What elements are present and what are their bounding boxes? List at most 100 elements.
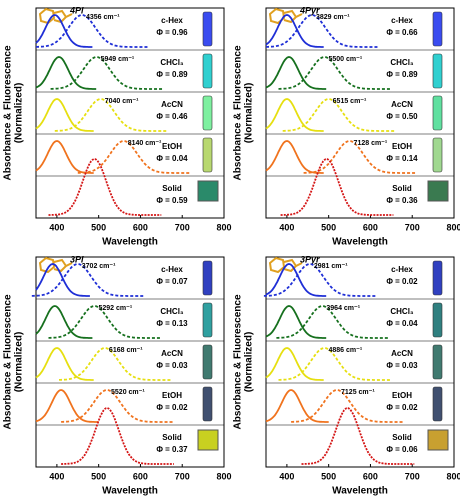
x-tick-label: 800: [216, 471, 231, 481]
quantum-yield: Φ = 0.02: [386, 277, 418, 286]
x-tick-label: 600: [133, 471, 148, 481]
stokes-shift: 4886 cm⁻¹: [328, 347, 362, 354]
plot-frame: [36, 257, 224, 467]
vial: [203, 345, 212, 379]
vial: [433, 261, 442, 295]
solid-photo: [428, 430, 448, 450]
stokes-shift: 3829 cm⁻¹: [316, 14, 350, 21]
quantum-yield: Φ = 0.66: [386, 28, 418, 37]
solvent-name: c-Hex: [391, 16, 413, 25]
quantum-yield: Φ = 0.59: [156, 196, 188, 205]
absorption-curve: [36, 57, 96, 89]
y-axis-label: (Normalized): [14, 332, 25, 393]
x-tick-label: 700: [175, 471, 190, 481]
quantum-yield: Φ = 0.03: [156, 361, 188, 370]
stokes-shift: 3702 cm⁻¹: [82, 263, 116, 270]
y-axis-label: (Normalized): [244, 83, 255, 144]
quantum-yield: Φ = 0.04: [386, 319, 418, 328]
stokes-shift: 7128 cm⁻¹: [354, 140, 388, 147]
vial: [203, 261, 212, 295]
quantum-yield: Φ = 0.46: [156, 112, 188, 121]
solvent-name: CHCl₃: [160, 58, 184, 67]
figure: 4PiAbsorbance & Fluorescence(Normalized)…: [0, 0, 460, 497]
panel: 3PiAbsorbance & Fluorescence(Normalized)…: [3, 254, 232, 496]
vial: [433, 387, 442, 421]
x-tick-label: 700: [405, 471, 420, 481]
x-tick-label: 800: [446, 471, 460, 481]
vial: [203, 138, 212, 172]
solid-photo: [198, 430, 218, 450]
y-axis-label: Absorbance & Fluorescence: [3, 294, 14, 429]
vial: [433, 138, 442, 172]
quantum-yield: Φ = 0.37: [156, 445, 188, 454]
absorption-curve: [36, 348, 94, 380]
quantum-yield: Φ = 0.07: [156, 277, 188, 286]
x-axis-label: Wavelength: [102, 486, 158, 497]
x-tick-label: 600: [363, 222, 378, 232]
stokes-shift: 8140 cm⁻¹: [128, 140, 162, 147]
solvent-name: AcCN: [161, 100, 183, 109]
panel: 4Pi Absorbance & Fluorescence(Normalized)…: [3, 5, 232, 247]
solvent-name: Solid: [162, 433, 182, 442]
solvent-name: AcCN: [391, 100, 413, 109]
y-axis-label: Absorbance & Fluorescence: [233, 294, 244, 429]
x-tick-label: 500: [321, 471, 336, 481]
x-tick-label: 600: [363, 471, 378, 481]
stokes-shift: 7040 cm⁻¹: [105, 98, 139, 105]
quantum-yield: Φ = 0.89: [386, 70, 418, 79]
emission-curve: [281, 159, 394, 215]
solid-photo: [198, 181, 218, 201]
absorption-curve: [266, 141, 324, 173]
y-axis-label: (Normalized): [14, 83, 25, 144]
plot-frame: [36, 8, 224, 218]
solvent-name: c-Hex: [161, 16, 183, 25]
vial: [203, 12, 212, 46]
vial: [203, 387, 212, 421]
stokes-shift: 7125 cm⁻¹: [341, 389, 375, 396]
quantum-yield: Φ = 0.36: [386, 196, 418, 205]
vial: [433, 303, 442, 337]
x-tick-label: 800: [216, 222, 231, 232]
quantum-yield: Φ = 0.04: [156, 154, 188, 163]
stokes-shift: 5520 cm⁻¹: [111, 389, 145, 396]
stokes-shift: 5500 cm⁻¹: [328, 56, 362, 63]
stokes-shift: 6515 cm⁻¹: [333, 98, 367, 105]
solvent-name: AcCN: [161, 349, 183, 358]
quantum-yield: Φ = 0.02: [156, 403, 188, 412]
vial: [203, 303, 212, 337]
stokes-shift: 3964 cm⁻¹: [326, 305, 360, 312]
quantum-yield: Φ = 0.13: [156, 319, 188, 328]
stokes-shift: 5292 cm⁻¹: [98, 305, 132, 312]
panel: 3PyrAbsorbance & Fluorescence(Normalized…: [233, 254, 460, 496]
x-tick-label: 400: [49, 222, 64, 232]
plot-frame: [266, 8, 454, 218]
absorption-curve: [36, 141, 94, 173]
vial: [203, 96, 212, 130]
x-tick-label: 800: [446, 222, 460, 232]
solid-photo: [428, 181, 448, 201]
x-tick-label: 600: [133, 222, 148, 232]
solvent-name: EtOH: [162, 391, 182, 400]
x-tick-label: 700: [405, 222, 420, 232]
stokes-shift: 4356 cm⁻¹: [86, 14, 120, 21]
x-tick-label: 500: [91, 471, 106, 481]
x-axis-label: Wavelength: [102, 237, 158, 248]
absorption-curve: [36, 306, 92, 338]
y-axis-label: Absorbance & Fluorescence: [3, 45, 14, 180]
vial: [433, 345, 442, 379]
vial: [433, 54, 442, 88]
x-tick-label: 500: [91, 222, 106, 232]
solvent-name: Solid: [162, 184, 182, 193]
stokes-shift: 5949 cm⁻¹: [101, 56, 135, 63]
quantum-yield: Φ = 0.96: [156, 28, 188, 37]
solvent-name: CHCl₃: [390, 307, 414, 316]
quantum-yield: Φ = 0.03: [386, 361, 418, 370]
plot-frame: [266, 257, 454, 467]
absorption-curve: [266, 99, 324, 131]
vial: [433, 12, 442, 46]
solvent-name: c-Hex: [161, 265, 183, 274]
solvent-name: CHCl₃: [390, 58, 414, 67]
emission-curve: [49, 159, 162, 215]
panel-label: 4Pi: [69, 5, 84, 15]
